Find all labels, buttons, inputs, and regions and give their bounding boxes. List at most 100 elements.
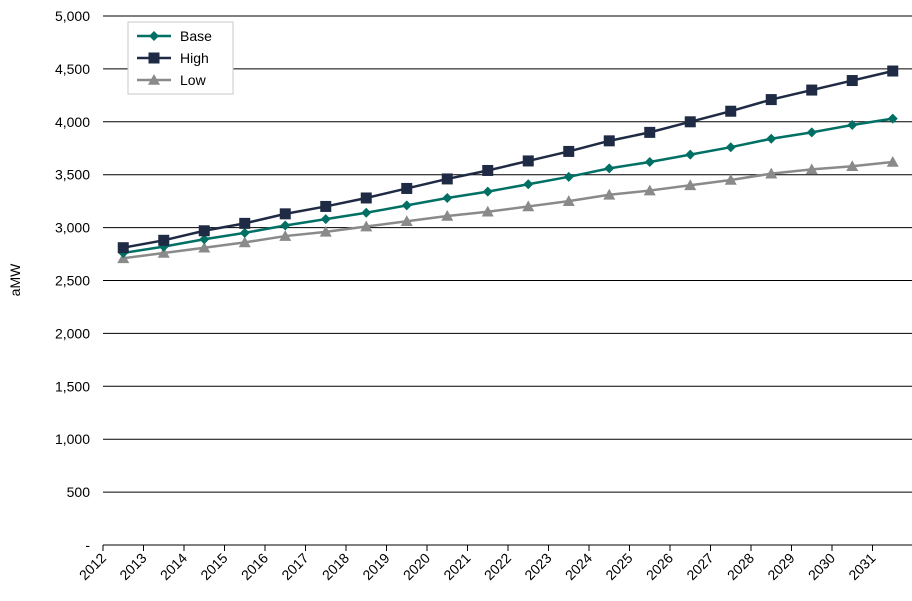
data-point <box>725 142 736 153</box>
data-point <box>725 105 737 117</box>
legend-label: High <box>180 50 209 66</box>
x-tick-label: 2016 <box>238 550 271 583</box>
y-tick-label: 1,000 <box>55 431 90 447</box>
x-tick-label: 2023 <box>521 550 554 583</box>
x-tick-label: 2028 <box>724 550 757 583</box>
series-line <box>123 69 894 249</box>
data-point <box>482 186 493 197</box>
x-tick-label: 2030 <box>805 550 838 583</box>
data-point <box>239 217 251 229</box>
x-tick-label: 2026 <box>643 550 676 583</box>
data-point <box>199 234 210 245</box>
data-point <box>765 94 777 106</box>
y-tick-label: 500 <box>67 484 91 500</box>
data-point <box>522 200 535 212</box>
data-point <box>157 246 170 258</box>
legend-label: Base <box>180 28 212 44</box>
data-point <box>603 188 616 200</box>
data-point <box>400 215 413 227</box>
data-point <box>149 31 159 41</box>
data-point <box>603 135 615 147</box>
data-point <box>401 182 413 194</box>
data-point <box>198 241 211 253</box>
x-tick-label: 2020 <box>400 550 433 583</box>
series-line <box>123 160 893 260</box>
data-point <box>805 163 818 175</box>
data-point <box>563 171 574 182</box>
data-point <box>441 173 453 185</box>
legend: Base High Low <box>127 21 234 95</box>
data-point <box>279 208 291 220</box>
data-point <box>684 179 697 191</box>
data-point <box>117 242 129 254</box>
data-point <box>360 192 372 204</box>
data-point <box>724 173 737 185</box>
data-point <box>401 200 412 211</box>
data-point <box>239 227 250 238</box>
data-point <box>886 156 899 167</box>
data-point <box>806 127 817 138</box>
data-point <box>148 52 160 64</box>
data-point <box>685 149 696 160</box>
data-point <box>481 205 494 217</box>
data-point <box>522 155 534 167</box>
y-tick-label: 3,500 <box>55 167 90 183</box>
data-point <box>198 225 210 237</box>
data-point <box>482 164 494 176</box>
data-point <box>562 195 575 206</box>
y-tick-label: 1,500 <box>55 378 90 394</box>
data-point <box>238 236 251 248</box>
y-tick-label: - <box>85 537 90 553</box>
data-point <box>765 167 778 179</box>
gridlines <box>103 15 912 493</box>
data-point <box>846 160 859 172</box>
data-point <box>684 116 696 128</box>
legend-item-high: High <box>137 50 209 66</box>
x-tick-label: 2012 <box>76 550 109 583</box>
x-tick-label: 2021 <box>440 550 473 583</box>
x-tick-label: 2014 <box>157 550 190 583</box>
series-group <box>117 65 899 264</box>
data-point <box>806 84 818 96</box>
y-tick-label: 5,000 <box>55 8 90 24</box>
data-point <box>279 230 292 241</box>
y-tick-label: 2,500 <box>55 273 90 289</box>
y-tick-label: 3,000 <box>55 220 90 236</box>
x-tick-label: 2029 <box>764 550 797 583</box>
x-tick-label: 2024 <box>562 550 595 583</box>
data-point <box>523 179 534 190</box>
data-point <box>280 220 291 231</box>
data-point <box>766 133 777 144</box>
x-tick-label: 2027 <box>683 550 716 583</box>
y-axis-ticks: - 500 1,000 1,500 2,000 2,500 3,000 3,500 4,000 4… <box>55 8 90 553</box>
data-point <box>319 225 332 237</box>
data-point <box>361 207 372 218</box>
data-point <box>360 220 373 232</box>
x-tick-label: 2017 <box>278 550 311 583</box>
y-axis-label: aMW <box>7 263 23 296</box>
x-tick-label: 2019 <box>359 550 392 583</box>
data-point <box>644 157 655 168</box>
y-tick-label: 4,500 <box>55 61 90 77</box>
data-point <box>604 163 615 174</box>
data-point <box>644 126 656 138</box>
data-point <box>320 214 331 225</box>
data-point <box>563 145 575 157</box>
x-axis: 2012 2013 2014 2015 2016 2017 2018 2019 2020 2021… <box>76 544 912 583</box>
series-low <box>117 156 899 264</box>
x-tick-label: 2025 <box>602 550 635 583</box>
data-point <box>643 184 656 196</box>
data-point <box>887 113 898 124</box>
data-point <box>441 209 454 221</box>
data-point <box>148 74 160 85</box>
y-tick-label: 4,000 <box>55 114 90 130</box>
legend-label: Low <box>180 72 207 88</box>
x-tick-label: 2018 <box>319 550 352 583</box>
x-tick-label: 2015 <box>197 550 230 583</box>
legend-item-low: Low <box>137 72 207 88</box>
data-point <box>442 192 453 203</box>
data-point <box>887 65 899 77</box>
series-line <box>123 117 893 255</box>
x-tick-label: 2013 <box>116 550 149 583</box>
